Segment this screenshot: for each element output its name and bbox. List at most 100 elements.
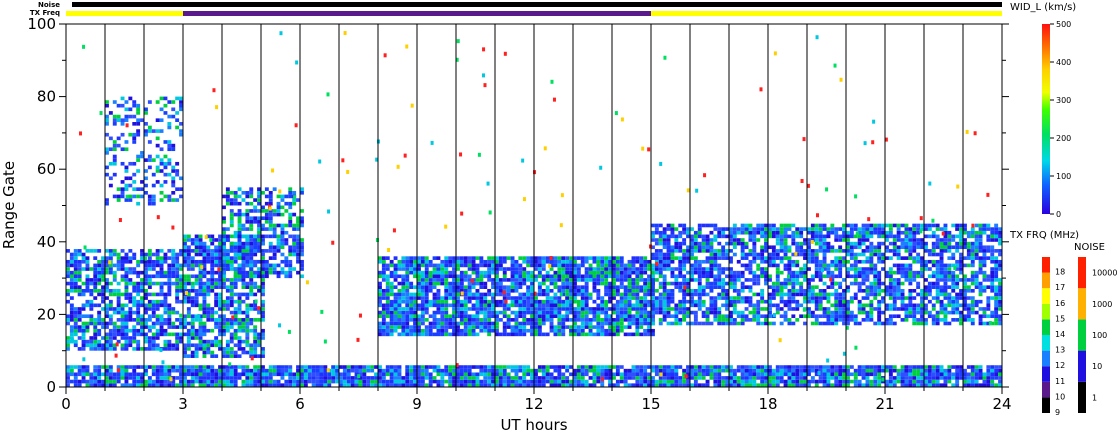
data-cell <box>651 307 655 311</box>
data-cell <box>916 256 921 260</box>
data-cell <box>904 249 909 253</box>
data-cell <box>120 307 125 311</box>
data-cell <box>66 263 70 268</box>
data-cell <box>405 299 410 304</box>
data-cell <box>85 372 90 377</box>
data-cell <box>549 303 554 308</box>
data-cell <box>690 238 694 242</box>
data-cell <box>994 238 999 242</box>
data-cell <box>264 227 269 231</box>
data-cell <box>424 328 429 333</box>
data-cell <box>990 270 995 275</box>
data-cell <box>389 263 394 268</box>
data-cell <box>85 314 90 319</box>
data-cell <box>955 234 960 239</box>
data-cell <box>974 234 979 239</box>
data-cell <box>222 354 226 358</box>
data-cell <box>966 307 971 311</box>
data-cell <box>647 332 651 337</box>
data-cell <box>557 296 562 300</box>
data-cell <box>296 223 300 228</box>
data-cell <box>405 267 410 271</box>
data-cell <box>144 307 148 311</box>
data-cell <box>573 288 577 293</box>
data-cell <box>752 252 757 257</box>
data-cell <box>573 259 577 264</box>
data-cell <box>93 274 98 279</box>
data-cell <box>865 296 870 300</box>
data-cell <box>865 223 870 228</box>
data-cell <box>222 303 226 308</box>
data-cell <box>826 249 831 253</box>
data-cell <box>233 376 238 380</box>
data-cell <box>892 303 897 308</box>
data-cell <box>849 267 854 271</box>
data-cell <box>916 245 921 250</box>
data-cell <box>249 220 254 224</box>
data-cell <box>861 259 866 264</box>
data-cell <box>245 281 250 286</box>
data-cell <box>510 281 515 286</box>
data-cell <box>935 245 940 250</box>
data-cell <box>401 296 406 300</box>
data-cell <box>931 321 936 326</box>
data-cell <box>233 212 238 217</box>
data-cell <box>77 368 82 373</box>
data-cell <box>420 259 425 264</box>
data-cell <box>93 249 98 253</box>
data-cell <box>713 223 718 228</box>
data-cell <box>963 303 967 308</box>
data-cell <box>807 299 811 304</box>
data-cell <box>966 249 971 253</box>
data-cell <box>467 278 472 282</box>
data-cell <box>241 212 246 217</box>
data-cell <box>592 307 597 311</box>
data-cell <box>662 256 667 260</box>
data-cell <box>159 379 164 384</box>
data-cell <box>666 249 671 253</box>
data-cell <box>608 285 612 289</box>
data-cell <box>409 303 414 308</box>
data-cell <box>654 223 659 228</box>
data-cell <box>900 263 905 268</box>
data-cell <box>237 194 242 199</box>
data-cell <box>935 259 940 264</box>
data-cell <box>241 223 246 228</box>
data-cell <box>791 288 796 293</box>
data-cell <box>264 220 269 224</box>
data-cell <box>456 328 460 333</box>
data-cell <box>108 314 113 319</box>
data-cell <box>206 234 211 239</box>
data-cell <box>249 354 254 358</box>
data-cell <box>303 376 308 380</box>
data-cell <box>514 332 519 337</box>
data-cell <box>288 383 293 387</box>
data-cell <box>994 292 999 297</box>
data-cell <box>639 288 644 293</box>
data-cell <box>479 310 484 315</box>
data-cell <box>822 292 827 297</box>
data-cell <box>378 328 382 333</box>
data-cell <box>327 379 332 384</box>
data-cell <box>378 270 382 275</box>
data-cell <box>253 270 258 275</box>
data-cell <box>982 227 987 231</box>
data-cell <box>896 307 901 311</box>
data-cell <box>272 368 277 373</box>
data-cell <box>245 256 250 260</box>
data-cell <box>124 365 129 369</box>
data-cell <box>623 299 628 304</box>
data-cell <box>459 303 464 308</box>
data-cell <box>229 376 234 380</box>
data-cell <box>237 296 242 300</box>
data-cell <box>541 310 546 315</box>
data-cell <box>534 318 538 322</box>
data-cell <box>296 270 300 275</box>
data-cell <box>436 296 441 300</box>
data-cell <box>190 325 195 329</box>
data-cell <box>553 274 558 279</box>
data-cell <box>491 303 495 308</box>
data-cell <box>459 321 464 326</box>
data-cell <box>319 368 324 373</box>
data-cell <box>389 303 394 308</box>
